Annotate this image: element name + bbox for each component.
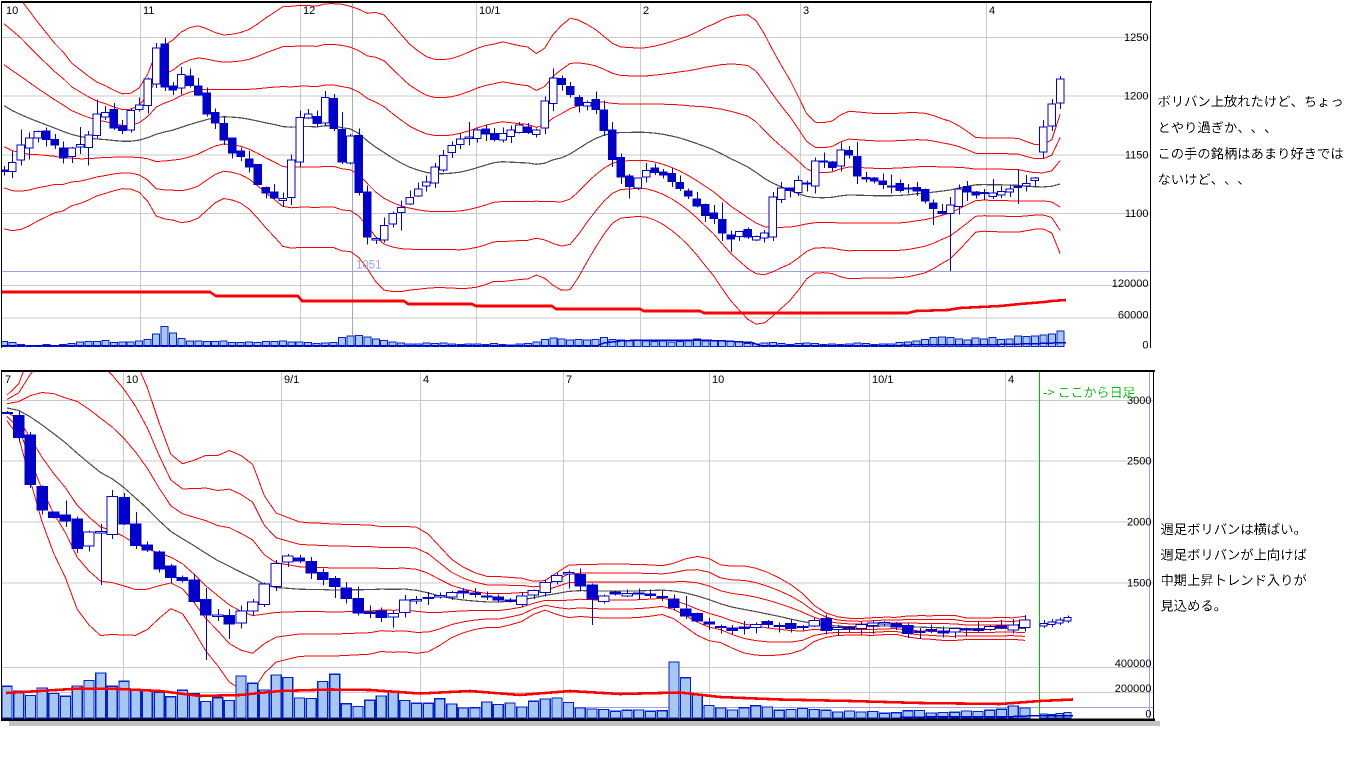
svg-text:1051: 1051 [356,260,382,272]
svg-text:2000: 2000 [1127,517,1151,529]
svg-text:3: 3 [803,5,809,17]
svg-text:1500: 1500 [1127,578,1151,590]
svg-text:7: 7 [5,374,11,386]
svg-text:10/1: 10/1 [872,374,893,386]
svg-text:9/1: 9/1 [284,374,299,386]
svg-text:10/1: 10/1 [479,5,500,17]
svg-text:4: 4 [989,5,995,17]
svg-text:1150: 1150 [1125,150,1149,162]
svg-text:10: 10 [126,374,138,386]
svg-text:1200: 1200 [1124,91,1148,103]
svg-text:7: 7 [566,374,572,386]
svg-text:12: 12 [303,5,315,17]
svg-text:3000: 3000 [1127,395,1151,407]
svg-text:120000: 120000 [1112,278,1149,290]
svg-text:1250: 1250 [1124,32,1148,44]
svg-text:4: 4 [1008,374,1014,386]
svg-text:2500: 2500 [1127,456,1151,468]
svg-text:4: 4 [423,374,429,386]
svg-text:0: 0 [1145,709,1151,721]
svg-text:60000: 60000 [1118,310,1149,322]
svg-text:11: 11 [143,5,154,17]
svg-text:10: 10 [6,5,18,17]
svg-text:2: 2 [643,5,649,17]
svg-text:1100: 1100 [1125,208,1149,220]
svg-text:200000: 200000 [1115,683,1152,695]
svg-text:400000: 400000 [1115,658,1152,670]
svg-text:10: 10 [712,374,724,386]
svg-text:0: 0 [1142,340,1148,352]
